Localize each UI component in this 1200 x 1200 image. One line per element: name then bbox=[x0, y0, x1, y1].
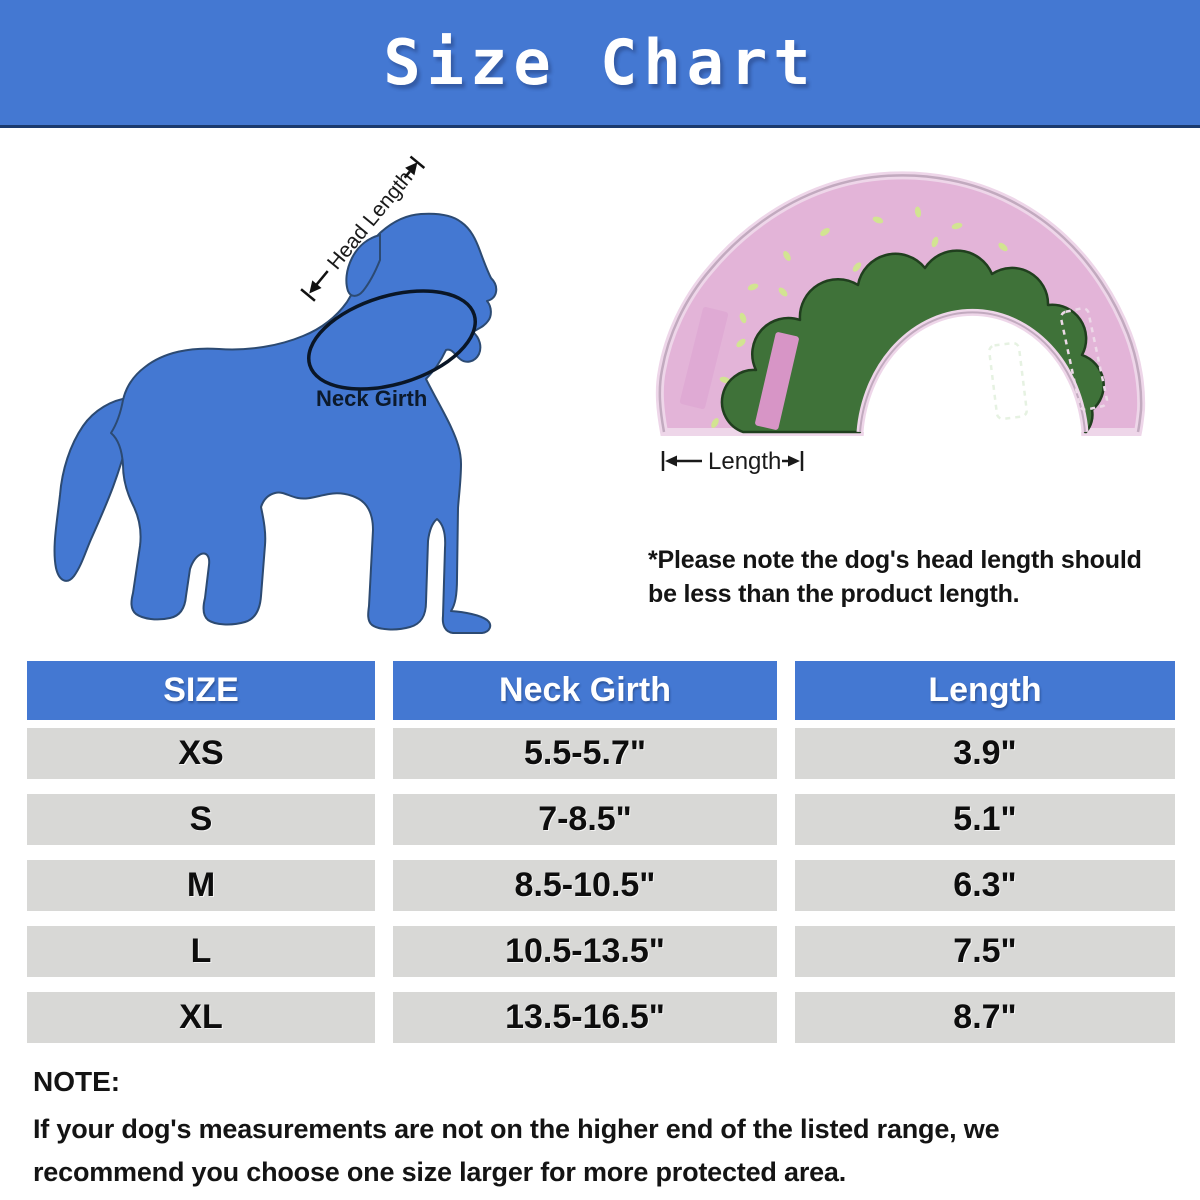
note-heading: NOTE: bbox=[33, 1066, 121, 1097]
column-header-neck-girth: Neck Girth bbox=[393, 661, 777, 720]
product-note: *Please note the dog's head length shoul… bbox=[648, 543, 1148, 611]
dimension-line bbox=[315, 270, 329, 286]
dimension-bar bbox=[409, 155, 426, 169]
table-row: M 8.5-10.5" 6.3" bbox=[27, 860, 1175, 911]
size-cell: S bbox=[27, 794, 375, 845]
neck-girth-cell: 13.5-16.5" bbox=[393, 992, 777, 1043]
column-header-size: SIZE bbox=[27, 661, 375, 720]
length-cell: 3.9" bbox=[795, 728, 1175, 779]
length-cell: 6.3" bbox=[795, 860, 1175, 911]
product-note-line: be less than the product length. bbox=[648, 580, 1020, 608]
length-cell: 8.7" bbox=[795, 992, 1175, 1043]
bottom-note: NOTE: If your dog's measurements are not… bbox=[33, 1066, 1183, 1194]
length-label: Length bbox=[708, 448, 781, 475]
size-cell: XS bbox=[27, 728, 375, 779]
dog-ear bbox=[345, 233, 381, 297]
neck-girth-cell: 5.5-5.7" bbox=[393, 728, 777, 779]
note-line: recommend you choose one size larger for… bbox=[33, 1157, 847, 1187]
table-row: L 10.5-13.5" 7.5" bbox=[27, 926, 1175, 977]
size-cell: XL bbox=[27, 992, 375, 1043]
dog-silhouette bbox=[110, 212, 498, 634]
table-row: XL 13.5-16.5" 8.7" bbox=[27, 992, 1175, 1043]
dimension-line bbox=[403, 170, 411, 179]
note-line: If your dog's measurements are not on th… bbox=[33, 1114, 1000, 1144]
dog-measurement-diagram: Head Length Neck Girth bbox=[53, 155, 498, 634]
size-cell: L bbox=[27, 926, 375, 977]
product-note-line: *Please note the dog's head length shoul… bbox=[648, 546, 1142, 574]
size-table: SIZE Neck Girth Length XS 5.5-5.7" 3.9" … bbox=[27, 661, 1175, 1058]
length-cell: 5.1" bbox=[795, 794, 1175, 845]
dimension-arrowhead bbox=[665, 455, 677, 467]
table-row: S 7-8.5" 5.1" bbox=[27, 794, 1175, 845]
dimension-arrowhead bbox=[309, 280, 322, 294]
neck-girth-cell: 8.5-10.5" bbox=[393, 860, 777, 911]
dog-measurement-figure: Head Length Neck Girth bbox=[40, 150, 600, 650]
column-header-length: Length bbox=[795, 661, 1175, 720]
dimension-arrowhead bbox=[788, 455, 800, 467]
table-header-row: SIZE Neck Girth Length bbox=[27, 661, 1175, 720]
length-cell: 7.5" bbox=[795, 926, 1175, 977]
dimension-bar bbox=[300, 288, 316, 302]
collar-arch-outline bbox=[658, 174, 1143, 433]
title-banner: Size Chart bbox=[0, 0, 1200, 128]
neck-girth-cell: 7-8.5" bbox=[393, 794, 777, 845]
neck-girth-cell: 10.5-13.5" bbox=[393, 926, 777, 977]
product-figure: Length bbox=[640, 170, 1160, 490]
size-cell: M bbox=[27, 860, 375, 911]
neck-girth-label: Neck Girth bbox=[316, 386, 427, 411]
length-dimension: Length bbox=[661, 448, 804, 475]
velcro-strip-left bbox=[679, 306, 729, 410]
arch-opening-line bbox=[859, 311, 1086, 433]
page-title: Size Chart bbox=[383, 26, 817, 99]
stitch-rect-right bbox=[1059, 307, 1109, 411]
product-diagram: Length bbox=[655, 171, 1146, 475]
dimension-arrowhead bbox=[405, 162, 418, 176]
velcro-strip-inner bbox=[755, 332, 799, 430]
table-row: XS 5.5-5.7" 3.9" bbox=[27, 728, 1175, 779]
neck-girth-ellipse bbox=[307, 289, 477, 391]
arch-opening bbox=[860, 312, 1085, 432]
